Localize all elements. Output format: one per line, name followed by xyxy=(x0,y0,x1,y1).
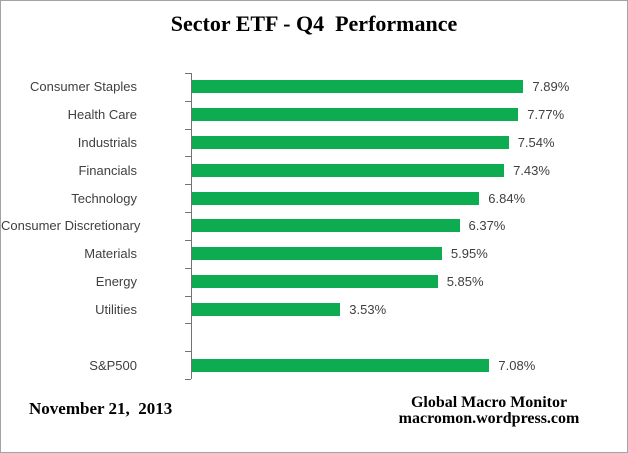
category-label: Health Care xyxy=(67,107,137,123)
credit-block: Global Macro Monitor macromon.wordpress.… xyxy=(391,395,587,427)
date-label: November 21, 2013 xyxy=(29,399,173,418)
category-label: Financials xyxy=(78,162,137,178)
spacer-row xyxy=(1,323,627,351)
value-label: 7.89% xyxy=(532,79,570,95)
axis-tick xyxy=(185,73,191,74)
bar xyxy=(192,275,438,289)
chart-row: Health Care 7.77% xyxy=(1,101,627,129)
axis-tick xyxy=(185,351,191,352)
value-label: 6.37% xyxy=(468,218,506,234)
bar xyxy=(192,80,524,94)
credit-source-label: Global Macro Monitor xyxy=(410,394,568,411)
chart-title: Sector ETF - Q4 Performance xyxy=(170,11,458,36)
chart-row: Technology 6.84% xyxy=(1,184,627,212)
value-label: 7.43% xyxy=(513,162,550,178)
bar xyxy=(192,108,519,122)
bar xyxy=(192,247,442,261)
bar-rows: Consumer Staples 7.89% Health Care 7.77% Ind… xyxy=(1,73,627,379)
bar xyxy=(192,191,480,205)
axis-tick xyxy=(185,296,191,297)
chart-row: Materials 5.95% xyxy=(1,240,627,268)
chart-row: Consumer Discretionary 6.37% xyxy=(1,212,627,240)
value-label: 5.85% xyxy=(446,274,484,290)
chart-row: Consumer Staples 7.89% xyxy=(1,73,627,101)
axis-tick xyxy=(185,268,191,269)
bar xyxy=(192,219,460,233)
axis-tick xyxy=(185,212,191,213)
chart-row: Financials 7.43% xyxy=(1,156,627,184)
bar xyxy=(192,136,509,150)
credit-url-label: macromon.wordpress.com xyxy=(398,410,580,427)
value-label: 5.95% xyxy=(450,246,488,262)
plot-area: Consumer Staples 7.89% Health Care 7.77% Ind… xyxy=(1,73,627,380)
axis-tick xyxy=(185,240,191,241)
bar xyxy=(192,302,341,316)
value-label: 7.77% xyxy=(527,107,565,123)
axis-tick xyxy=(185,101,191,102)
axis-tick xyxy=(185,184,191,185)
category-label: Consumer Staples xyxy=(30,79,137,95)
axis-tick xyxy=(185,323,191,324)
category-label: Technology xyxy=(71,190,137,206)
value-label: 3.53% xyxy=(349,301,387,317)
category-label: S&P500 xyxy=(89,357,137,373)
chart-row: Industrials 7.54% xyxy=(1,129,627,157)
value-label: 7.08% xyxy=(498,357,536,373)
category-label: Consumer Discretionary xyxy=(1,218,141,234)
bar xyxy=(192,358,490,372)
category-label: Utilities xyxy=(95,301,137,317)
value-label: 6.84% xyxy=(488,190,526,206)
category-label: Industrials xyxy=(77,135,137,151)
axis-tick xyxy=(185,129,191,130)
axis-tick xyxy=(185,379,191,380)
axis-tick xyxy=(185,156,191,157)
chart-row: Utilities 3.53% xyxy=(1,296,627,324)
chart-row: Energy 5.85% xyxy=(1,268,627,296)
category-label: Materials xyxy=(84,246,137,262)
category-label: Energy xyxy=(95,274,137,290)
value-label: 7.54% xyxy=(517,135,555,151)
bar xyxy=(192,163,505,177)
y-axis xyxy=(191,73,192,379)
chart-row: S&P500 7.08% xyxy=(1,351,627,379)
